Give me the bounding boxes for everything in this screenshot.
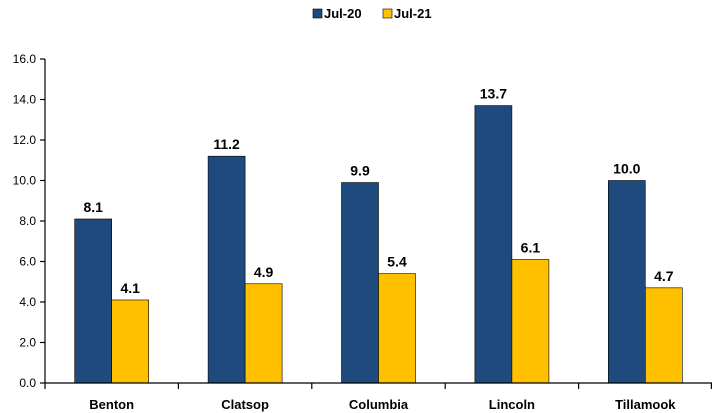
bar-jul-21-benton: [111, 299, 149, 384]
bar-jul-21-clatsop: [244, 283, 283, 384]
legend-label-jul-20: Jul-20: [324, 6, 362, 21]
x-tick-label: Tillamook: [615, 397, 676, 412]
data-label-jul-20-clatsop: 11.2: [213, 136, 240, 152]
data-label-jul-21-clatsop: 4.9: [254, 264, 274, 280]
y-tick-label: 0.0: [19, 376, 36, 390]
y-tick-label: 8.0: [19, 214, 36, 228]
y-tick-label: 12.0: [13, 133, 37, 147]
data-label-jul-21-tillamook: 4.7: [654, 268, 674, 284]
legend: Jul-20 Jul-21: [312, 6, 432, 21]
data-label-jul-21-benton: 4.1: [120, 280, 140, 296]
x-axis: Benton Clatsop Columbia Lincoln Tillamook: [44, 382, 712, 412]
legend-label-jul-21: Jul-21: [394, 6, 432, 21]
data-label-jul-20-lincoln: 13.7: [480, 86, 507, 102]
data-label-jul-20-columbia: 9.9: [350, 163, 370, 179]
bars: [74, 105, 683, 384]
legend-swatch-jul-21: [382, 8, 393, 19]
bar-jul-21-lincoln: [511, 259, 550, 384]
data-label-jul-21-lincoln: 6.1: [521, 239, 541, 255]
y-tick-label: 10.0: [13, 174, 37, 188]
y-tick-label: 14.0: [13, 93, 37, 107]
y-tick-label: 2.0: [19, 336, 36, 350]
data-label-jul-20-tillamook: 10.0: [613, 161, 640, 177]
y-tick-label: 4.0: [19, 295, 36, 309]
data-labels: 8.1 4.1 11.2 4.9 9.9 5.4 13.7 6.1 10.0 4.7: [83, 86, 673, 296]
x-tick-label: Lincoln: [489, 397, 535, 412]
y-tick-label: 6.0: [19, 255, 36, 269]
bar-jul-20-columbia: [341, 182, 379, 384]
bar-jul-21-tillamook: [644, 287, 683, 384]
x-tick-label: Columbia: [349, 397, 409, 412]
data-label-jul-20-benton: 8.1: [83, 199, 103, 215]
bar-jul-20-lincoln: [474, 105, 513, 384]
legend-swatch-jul-20: [312, 8, 323, 19]
y-tick-label: 16.0: [13, 52, 37, 66]
bar-jul-20-clatsop: [207, 155, 246, 384]
x-tick-label: Benton: [89, 397, 134, 412]
data-label-jul-21-columbia: 5.4: [387, 254, 407, 270]
bar-jul-20-tillamook: [607, 180, 646, 384]
x-tick-label: Clatsop: [221, 397, 269, 412]
y-axis: 0.0 2.0 4.0 6.0 8.0 10.0 12.0 14.0 16.0: [13, 52, 46, 390]
bar-jul-21-columbia: [378, 273, 416, 384]
bar-jul-20-benton: [74, 218, 112, 384]
